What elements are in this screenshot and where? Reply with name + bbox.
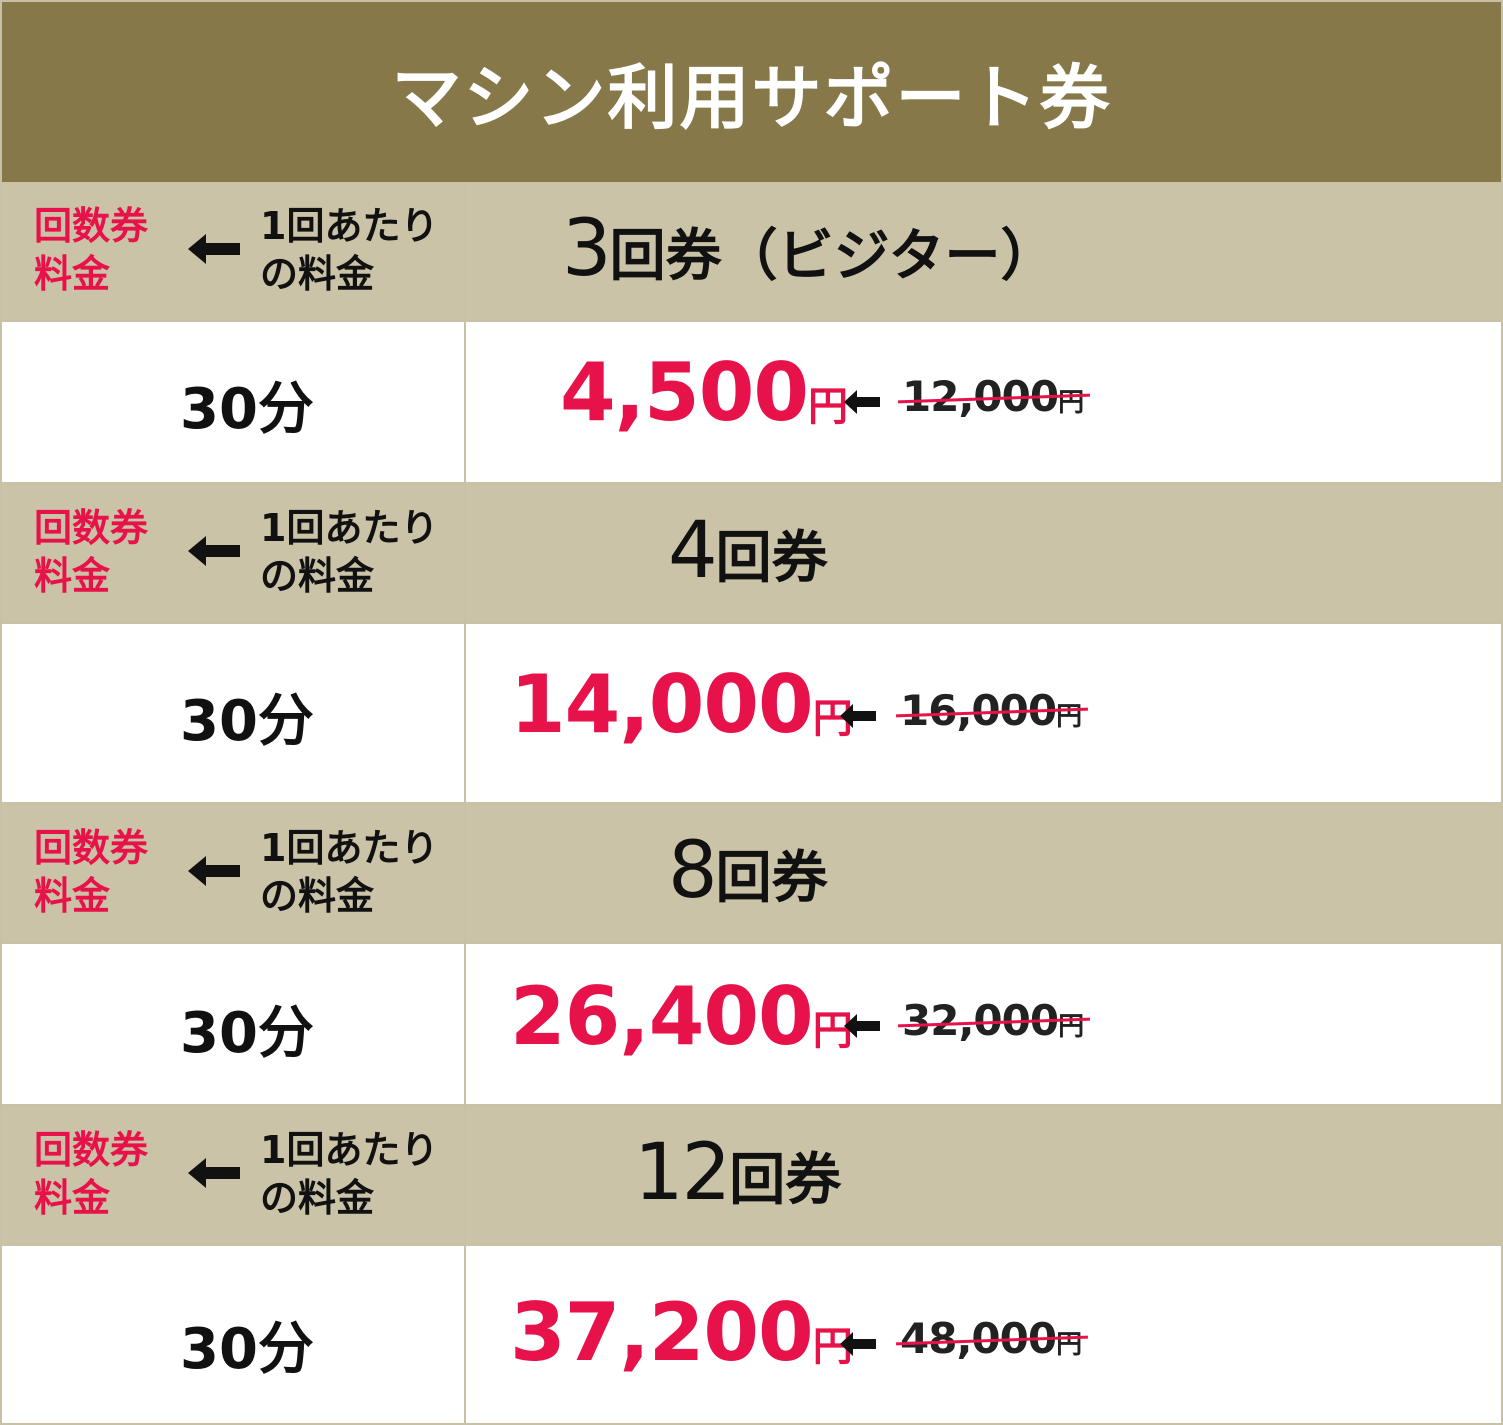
duration-label: 30分	[180, 377, 314, 442]
arrow-left-icon	[188, 536, 240, 566]
ticket-name: 12回券	[634, 1128, 841, 1218]
column-divider	[464, 322, 466, 482]
column-divider	[464, 944, 466, 1104]
discount-price: 26,400円	[510, 970, 853, 1063]
ticket-fee-label-line1: 回数券	[34, 826, 149, 870]
ticket-fee-label: 回数券 料金	[34, 824, 148, 920]
column-divider	[464, 484, 466, 622]
ticket-suffix: 回券（ビジター）	[609, 224, 1057, 289]
ticket-name: 3回券（ビジター）	[562, 204, 1057, 294]
price-value: 37,200	[510, 1286, 814, 1379]
ticket-count: 4	[668, 506, 718, 596]
discount-price: 4,500円	[560, 346, 848, 439]
arrow-left-icon	[844, 390, 880, 414]
ticket-price-row: 30分 14,000円 16,000円	[2, 624, 1501, 802]
ticket-fee-label-line2: 料金	[34, 874, 111, 918]
row-divider	[2, 320, 1501, 322]
original-price: 16,000円	[896, 686, 1089, 735]
arrow-left-icon	[188, 1158, 240, 1188]
per-use-fee-label-line1: 1回あたり	[260, 506, 439, 550]
ticket-fee-label: 回数券 料金	[34, 202, 148, 298]
row-divider	[2, 1104, 1501, 1106]
arrow-left-icon	[188, 856, 240, 886]
ticket-name: 4回券	[668, 506, 828, 596]
original-price-unit: 円	[1056, 1330, 1083, 1360]
ticket-suffix: 回券	[715, 526, 828, 591]
ticket-fee-label-line2: 料金	[34, 554, 111, 598]
per-use-fee-label-line2: の料金	[260, 1176, 375, 1220]
per-use-fee-label: 1回あたり の料金	[260, 504, 438, 600]
ticket-header-row: 回数券 料金 1回あたり の料金 4回券	[2, 484, 1501, 622]
original-price-unit: 円	[1058, 388, 1085, 418]
duration-label: 30分	[180, 1317, 314, 1382]
ticket-fee-label-line2: 料金	[34, 1176, 111, 1220]
price-value: 14,000	[510, 658, 814, 751]
ticket-count: 3	[562, 204, 612, 294]
per-use-fee-label: 1回あたり の料金	[260, 824, 438, 920]
ticket-price-row: 30分 37,200円 48,000円	[2, 1246, 1501, 1423]
row-divider	[2, 1244, 1501, 1246]
per-use-fee-label: 1回あたり の料金	[260, 202, 438, 298]
column-divider	[464, 1246, 466, 1423]
ticket-suffix: 回券	[715, 846, 828, 911]
ticket-fee-label-line2: 料金	[34, 252, 111, 296]
price-value: 4,500	[560, 346, 809, 439]
per-use-fee-label-line1: 1回あたり	[260, 204, 439, 248]
ticket-fee-label: 回数券 料金	[34, 504, 148, 600]
ticket-header-row: 回数券 料金 1回あたり の料金 3回券（ビジター）	[2, 182, 1501, 320]
ticket-suffix: 回券	[729, 1148, 842, 1213]
original-price-unit: 円	[1058, 1012, 1085, 1042]
ticket-fee-label-line1: 回数券	[34, 506, 149, 550]
column-divider	[464, 182, 466, 320]
row-divider	[2, 942, 1501, 944]
original-price: 32,000円	[898, 996, 1091, 1045]
ticket-fee-label-line1: 回数券	[34, 1128, 149, 1172]
original-price: 12,000円	[898, 372, 1091, 421]
per-use-fee-label: 1回あたり の料金	[260, 1126, 438, 1222]
discount-price: 14,000円	[510, 658, 853, 751]
arrow-left-icon	[840, 704, 876, 728]
row-divider	[2, 622, 1501, 624]
original-price: 48,000円	[896, 1314, 1089, 1363]
row-divider	[2, 802, 1501, 804]
per-use-fee-label-line1: 1回あたり	[260, 826, 439, 870]
ticket-price-row: 30分 26,400円 32,000円	[2, 944, 1501, 1104]
ticket-count: 12	[634, 1128, 731, 1218]
page-title: マシン利用サポート券	[391, 56, 1112, 139]
row-divider	[2, 482, 1501, 484]
ticket-price-row: 30分 4,500円 12,000円	[2, 322, 1501, 482]
ticket-header-row: 回数券 料金 1回あたり の料金 8回券	[2, 804, 1501, 942]
per-use-fee-label-line2: の料金	[260, 874, 375, 918]
duration-label: 30分	[180, 1001, 314, 1066]
ticket-fee-label-line1: 回数券	[34, 204, 149, 248]
price-unit: 円	[808, 384, 849, 430]
ticket-header-row: 回数券 料金 1回あたり の料金 12回券	[2, 1106, 1501, 1244]
arrow-left-icon	[840, 1332, 876, 1356]
column-divider	[464, 1106, 466, 1244]
per-use-fee-label-line1: 1回あたり	[260, 1128, 439, 1172]
discount-price: 37,200円	[510, 1286, 853, 1379]
ticket-count: 8	[668, 826, 718, 916]
duration-label: 30分	[180, 689, 314, 754]
arrow-left-icon	[188, 234, 240, 264]
arrow-left-icon	[844, 1014, 880, 1038]
original-price-unit: 円	[1056, 702, 1083, 732]
per-use-fee-label-line2: の料金	[260, 554, 375, 598]
per-use-fee-label-line2: の料金	[260, 252, 375, 296]
price-value: 26,400	[510, 970, 814, 1063]
column-divider	[464, 804, 466, 942]
ticket-name: 8回券	[668, 826, 828, 916]
price-unit: 円	[812, 1008, 853, 1054]
column-divider	[464, 624, 466, 802]
ticket-fee-label: 回数券 料金	[34, 1126, 148, 1222]
title-bar: マシン利用サポート券	[2, 2, 1501, 182]
